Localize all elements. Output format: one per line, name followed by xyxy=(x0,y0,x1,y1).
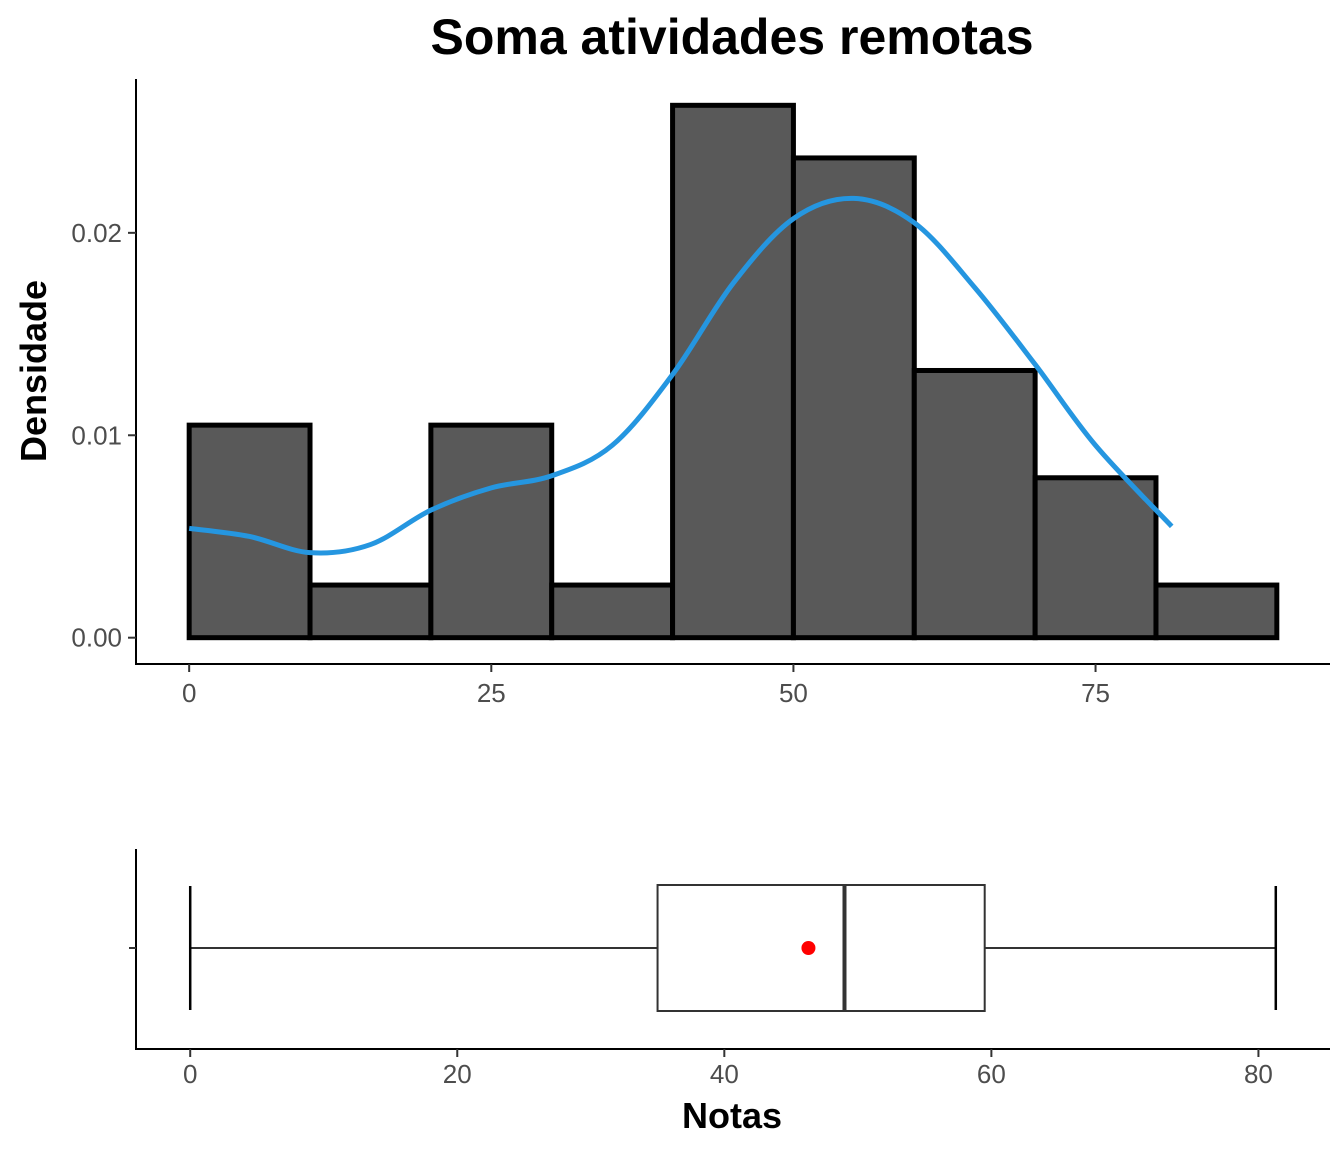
boxplot-x-tick-label: 60 xyxy=(977,1059,1006,1089)
histogram-y-ticks: 0.00 0.01 0.02 xyxy=(71,218,136,653)
density-curve xyxy=(188,195,1174,556)
histogram-bar xyxy=(1032,475,1159,641)
chart-title: Soma atividades remotas xyxy=(430,9,1033,65)
boxplot-x-tick-label: 80 xyxy=(1244,1059,1273,1089)
histogram-panel: 0 25 50 75 0.00 0.01 0.02 Densidade xyxy=(13,79,1330,708)
histogram-bars xyxy=(186,102,1280,641)
density-curve-group xyxy=(188,195,1174,556)
histogram-bar xyxy=(911,367,1038,641)
boxplot-mean-point xyxy=(801,941,816,955)
boxplot-x-ticks: 0 20 40 60 80 xyxy=(183,1049,1273,1089)
histogram-y-tick-label: 0.02 xyxy=(71,218,122,248)
boxplot-x-tick-label: 40 xyxy=(710,1059,739,1089)
histogram-bar xyxy=(307,582,434,641)
histogram-x-tick-label: 75 xyxy=(1081,678,1110,708)
histogram-x-tick-label: 25 xyxy=(477,678,506,708)
boxplot-box xyxy=(656,884,986,1012)
histogram-y-axis-title: Densidade xyxy=(13,280,54,462)
boxplot-body xyxy=(188,884,1278,1012)
histogram-bar xyxy=(790,155,917,641)
histogram-x-tick-label: 0 xyxy=(182,678,196,708)
boxplot-x-tick-label: 0 xyxy=(183,1059,197,1089)
histogram-bar xyxy=(670,102,796,641)
boxplot-panel: 0 20 40 60 80 Notas xyxy=(129,849,1330,1136)
boxplot-x-tick-label: 20 xyxy=(443,1059,472,1089)
histogram-x-ticks: 0 25 50 75 xyxy=(182,664,1110,708)
histogram-x-tick-label: 50 xyxy=(779,678,808,708)
histogram-y-tick-label: 0.01 xyxy=(71,420,122,450)
histogram-bar xyxy=(1153,582,1280,641)
histogram-bar xyxy=(428,422,555,641)
histogram-y-tick-label: 0.00 xyxy=(71,623,122,653)
boxplot-x-axis-title: Notas xyxy=(682,1095,782,1136)
histogram-bar xyxy=(549,582,676,641)
